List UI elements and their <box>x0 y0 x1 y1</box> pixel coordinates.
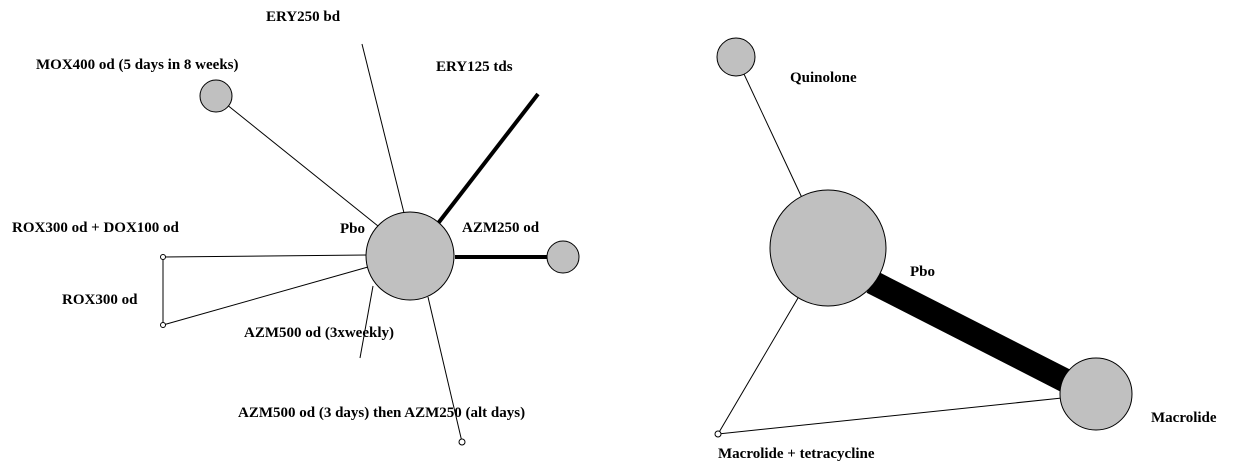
edge-pbo-azm500alt <box>427 296 463 443</box>
label-pbo-left: Pbo <box>340 221 365 237</box>
edge-pbo-macrolide <box>866 271 1076 394</box>
node-mox400 <box>199 79 233 113</box>
node-azm500alt <box>458 438 466 446</box>
node-roxdox <box>160 254 166 260</box>
label-ery250: ERY250 bd <box>266 9 341 25</box>
label-pbo-right: Pbo <box>910 264 935 280</box>
label-macrolide: Macrolide <box>1151 410 1217 426</box>
edge-pbo-azm500w <box>359 285 374 359</box>
node-rox300 <box>160 322 166 328</box>
edge-pbo-mox400 <box>215 95 379 227</box>
edge-pbo-ery125 <box>434 92 540 228</box>
edge-pbo-roxdox <box>162 254 368 258</box>
edge-macrolide-macrotet <box>717 397 1063 435</box>
node-macrolide <box>1059 357 1133 431</box>
label-quinolone: Quinolone <box>790 70 857 86</box>
edge-pbo-rox300 <box>162 266 369 326</box>
node-pbo-left <box>365 211 455 301</box>
label-azm250: AZM250 od <box>462 220 540 236</box>
edge-pbo-ery250 <box>361 43 406 218</box>
label-macrotet: Macrolide + tetracycline <box>718 446 875 462</box>
label-azm500w: AZM500 od (3xweekly) <box>244 325 394 341</box>
node-quinolone <box>716 37 756 77</box>
edge-pbo-quinolone <box>735 56 804 201</box>
label-ery125: ERY125 tds <box>436 59 513 75</box>
node-azm250 <box>546 240 580 274</box>
label-roxdox: ROX300 od + DOX100 od <box>12 220 180 236</box>
right-network: Quinolone Pbo Macrolide Macrolide + tetr… <box>714 37 1217 462</box>
left-network: ERY250 bd ERY125 tds MOX400 od (5 days i… <box>12 9 580 446</box>
edge-pbo-macrotet <box>717 297 799 435</box>
label-mox400: MOX400 od (5 days in 8 weeks) <box>36 57 239 73</box>
node-macrotet <box>714 430 722 438</box>
node-pbo-right <box>769 189 887 307</box>
label-rox300: ROX300 od <box>62 292 138 308</box>
label-azm500alt: AZM500 od (3 days) then AZM250 (alt days… <box>238 405 525 421</box>
